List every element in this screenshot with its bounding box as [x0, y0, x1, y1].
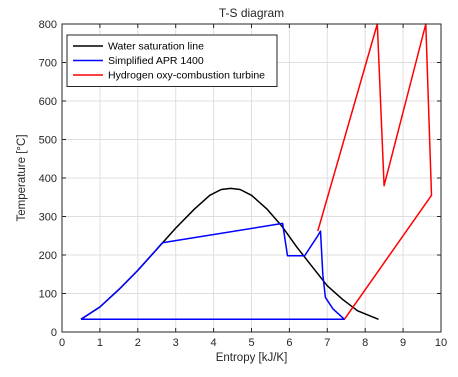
x-tick-label: 10 — [435, 337, 447, 349]
y-tick-label: 200 — [39, 250, 57, 262]
y-axis-label: Temperature [°C] — [16, 134, 28, 221]
x-tick-label: 0 — [59, 337, 65, 349]
legend-label-3: Hydrogen oxy-combustion turbine — [108, 70, 265, 82]
legend-label-2: Simplified APR 1400 — [108, 55, 204, 67]
x-tick-label: 2 — [135, 337, 141, 349]
y-tick-label: 600 — [39, 96, 57, 108]
y-tick-label: 500 — [39, 135, 57, 147]
x-tick-label: 1 — [97, 337, 103, 349]
x-tick-label: 5 — [248, 337, 254, 349]
y-tick-label: 400 — [39, 173, 57, 185]
plot-series — [80, 23, 433, 321]
legend: Water saturation line Simplified APR 1400… — [66, 34, 278, 87]
x-tick-label: 6 — [286, 337, 292, 349]
y-tick-label: 700 — [39, 58, 57, 70]
x-tick-label: 4 — [211, 337, 217, 349]
x-tick-label: 9 — [400, 337, 406, 349]
y-tick-label: 300 — [39, 212, 57, 224]
x-tick-label: 7 — [324, 337, 330, 349]
y-tick-label: 800 — [39, 19, 57, 31]
x-tick-label: 8 — [362, 337, 368, 349]
legend-label-1: Water saturation line — [108, 41, 204, 53]
y-tick-label: 0 — [51, 327, 57, 339]
series-line-2 — [80, 222, 346, 321]
y-tick-label: 100 — [39, 289, 57, 301]
chart-title: T-S diagram — [219, 6, 284, 20]
series-line-3 — [317, 23, 433, 320]
x-axis-label: Entropy [kJ/K] — [216, 352, 288, 364]
x-tick-label: 3 — [173, 337, 179, 349]
